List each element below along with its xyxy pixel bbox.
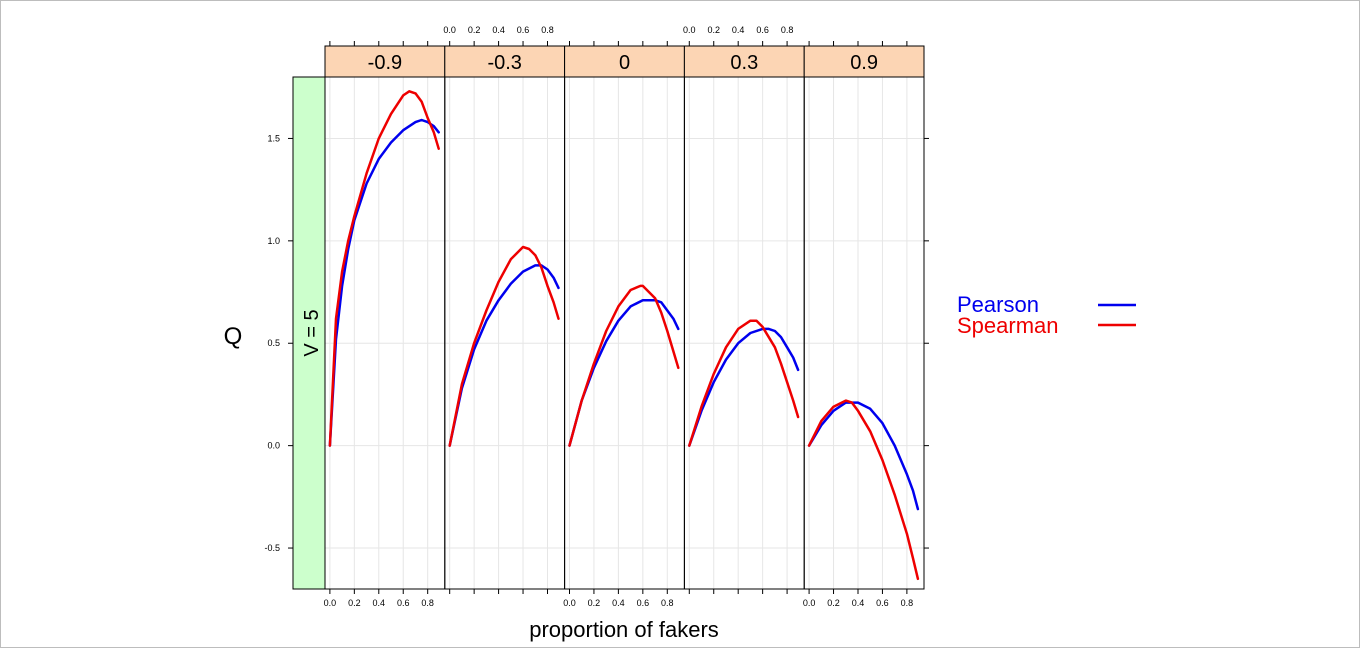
x-tick-label-top: 0.2 <box>468 25 481 35</box>
series-line-pearson <box>688 327 800 447</box>
panel-border <box>444 76 566 590</box>
panel-strip <box>803 45 925 78</box>
x-tick-label-top: 0.4 <box>732 25 745 35</box>
x-tick-label-bottom: 0.2 <box>588 598 601 608</box>
panel-strip-label: -0.9 <box>368 52 402 74</box>
x-tick-label-top: 0.0 <box>443 25 456 35</box>
panel-border <box>324 76 446 590</box>
panel-strip-label: -0.3 <box>487 52 521 74</box>
grid-layer <box>325 77 924 589</box>
row-strip <box>292 76 326 590</box>
y-tick-label: -0.5 <box>264 543 280 553</box>
row-strip-label: V = 5 <box>301 309 323 356</box>
panel-strip-label: 0.9 <box>850 52 878 74</box>
y-tick-label: 0.0 <box>267 441 280 451</box>
x-tick-label-top: 0.6 <box>517 25 530 35</box>
x-tick-label-top: 0.4 <box>492 25 505 35</box>
series-line-spearman <box>807 399 920 581</box>
strip-layer: V = 5 -0.9 -0.3 0 0.3 0.9 <box>292 45 925 590</box>
panel-strip <box>564 45 685 78</box>
y-tick-label: 0.5 <box>267 338 280 348</box>
series-line-spearman <box>688 319 800 447</box>
panel-strip <box>324 45 446 78</box>
x-tick-label-top: 0.2 <box>707 25 720 35</box>
series-line-spearman <box>568 284 680 447</box>
x-tick-label-top: 0.6 <box>756 25 769 35</box>
series-line-spearman <box>448 245 560 447</box>
x-tick-label-bottom: 0.2 <box>348 598 361 608</box>
x-tick-label-top: 0.8 <box>541 25 554 35</box>
x-tick-label-bottom: 0.8 <box>901 598 914 608</box>
x-tick-label-bottom: 0.6 <box>876 598 889 608</box>
x-tick-label-bottom: 0.2 <box>827 598 840 608</box>
series-line-pearson <box>807 401 920 511</box>
y-tick-label: 1.5 <box>267 133 280 143</box>
x-tick-label-bottom: 0.4 <box>612 598 625 608</box>
series-line-pearson <box>448 264 560 447</box>
x-tick-label-bottom: 0.6 <box>397 598 410 608</box>
x-axis-title: proportion of fakers <box>529 617 719 642</box>
x-tick-label-bottom: 0.6 <box>637 598 650 608</box>
series-line-pearson <box>328 118 440 447</box>
panel-border <box>803 76 925 590</box>
x-tick-label-bottom: 0.4 <box>852 598 865 608</box>
series-line-pearson <box>568 298 680 447</box>
x-tick-label-bottom: 0.8 <box>661 598 674 608</box>
y-tick-label: 1.0 <box>267 236 280 246</box>
panel-strip-label: 0 <box>619 52 630 74</box>
x-tick-label-bottom: 0.0 <box>324 598 337 608</box>
x-tick-label-top: 0.8 <box>781 25 794 35</box>
x-tick-label-bottom: 0.4 <box>373 598 386 608</box>
x-tick-label-top: 0.0 <box>683 25 696 35</box>
legend: Pearson Spearman <box>957 292 1136 338</box>
y-axis-title: Q <box>224 323 243 350</box>
x-tick-label-bottom: 0.8 <box>421 598 434 608</box>
panel-border <box>683 76 805 590</box>
panel-strip-label: 0.3 <box>730 52 758 74</box>
panel-strip <box>444 45 566 78</box>
series-layer <box>328 90 920 581</box>
x-tick-label-bottom: 0.0 <box>563 598 576 608</box>
legend-label-pearson: Pearson <box>957 292 1039 317</box>
x-tick-label-bottom: 0.0 <box>803 598 816 608</box>
legend-label-spearman: Spearman <box>957 313 1059 338</box>
series-line-spearman <box>328 90 440 447</box>
panel-strip <box>683 45 805 78</box>
panel-border <box>564 76 685 590</box>
axis-layer: 0.0 0.2 0.4 0.6 0.8 0.0 0.2 0.4 0.6 0.8 0.0 0.2 0.4 0… <box>264 25 929 608</box>
